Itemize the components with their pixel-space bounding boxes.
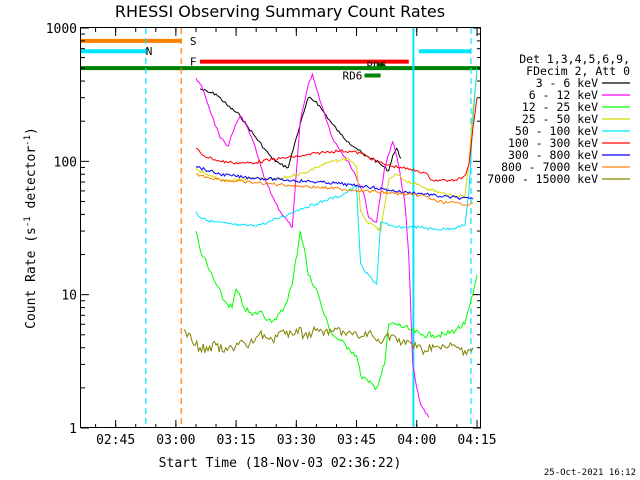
legend-label-50-100-kev: 50 - 100 keV	[515, 124, 598, 138]
chart-title: RHESSI Observing Summary Count Rates	[115, 2, 445, 21]
x-tick-label: 02:45	[96, 433, 135, 448]
timestamp: 25-Oct-2021 16:12	[544, 468, 636, 478]
x-tick-label: 04:15	[457, 433, 496, 448]
x-axis-ticks: 02:45 03:00 03:15 03:30 03:45 04:00 04:15	[95, 28, 497, 448]
flag-label-rd6: RD6	[342, 70, 362, 83]
x-tick-label: 03:45	[337, 433, 376, 448]
series-50-100-kev	[195, 68, 478, 286]
y-tick-label: 100	[54, 155, 77, 170]
status-flags: S N F RD6 RD6	[81, 35, 481, 83]
series-12-25-kev	[195, 230, 478, 391]
flag-label-n: N	[146, 45, 153, 58]
legend-label-300-800-kev: 300 - 800 keV	[508, 148, 598, 162]
legend-label-800-7000-kev: 800 - 7000 keV	[501, 160, 598, 174]
series-6-12-kev	[195, 72, 430, 418]
y-tick-label: 1	[69, 422, 77, 437]
legend-label-12-25-kev: 12 - 25 keV	[522, 100, 598, 114]
x-axis-label: Start Time (18-Nov-03 02:36:22)	[159, 456, 402, 471]
plot-frame	[80, 27, 481, 428]
series-300-800-kev	[195, 165, 474, 201]
series-100-300-kev	[195, 97, 478, 183]
legend-label-7000-15000-kev: 7000 - 15000 keV	[487, 172, 598, 186]
legend-header-line: FDecim 2, Att 0	[526, 64, 630, 78]
y-axis-label: Count Rate (s-1 detector-1)	[23, 127, 39, 329]
y-tick-label: 10	[61, 289, 77, 304]
flag-label-s: S	[190, 35, 197, 48]
legend-label-25-50-kev: 25 - 50 keV	[522, 112, 598, 126]
series-3-6-kev	[199, 88, 402, 172]
x-tick-label: 03:15	[217, 433, 256, 448]
y-tick-label: 1000	[46, 22, 77, 37]
legend: Det 1,3,4,5,6,9,FDecim 2, Att 03 - 6 keV…	[487, 52, 630, 186]
series-7000-15000-kev	[183, 325, 474, 357]
x-tick-label: 03:00	[156, 433, 195, 448]
y-axis-ticks: 1 10 100 1000	[46, 22, 481, 437]
event-markers	[145, 28, 472, 428]
series-800-7000-kev	[195, 173, 474, 206]
legend-label-3-6-kev: 3 - 6 keV	[536, 76, 598, 90]
x-tick-label: 04:00	[397, 433, 436, 448]
flag-label-f: F	[190, 56, 197, 69]
x-tick-label: 03:30	[277, 433, 316, 448]
legend-label-100-300-kev: 100 - 300 keV	[508, 136, 598, 150]
legend-label-6-12-kev: 6 - 12 keV	[529, 88, 598, 102]
flag-label-rd6: RD6	[367, 59, 387, 72]
legend-header-line: Det 1,3,4,5,6,9,	[519, 52, 630, 66]
data-series	[183, 68, 478, 418]
series-25-50-kev	[195, 74, 478, 233]
